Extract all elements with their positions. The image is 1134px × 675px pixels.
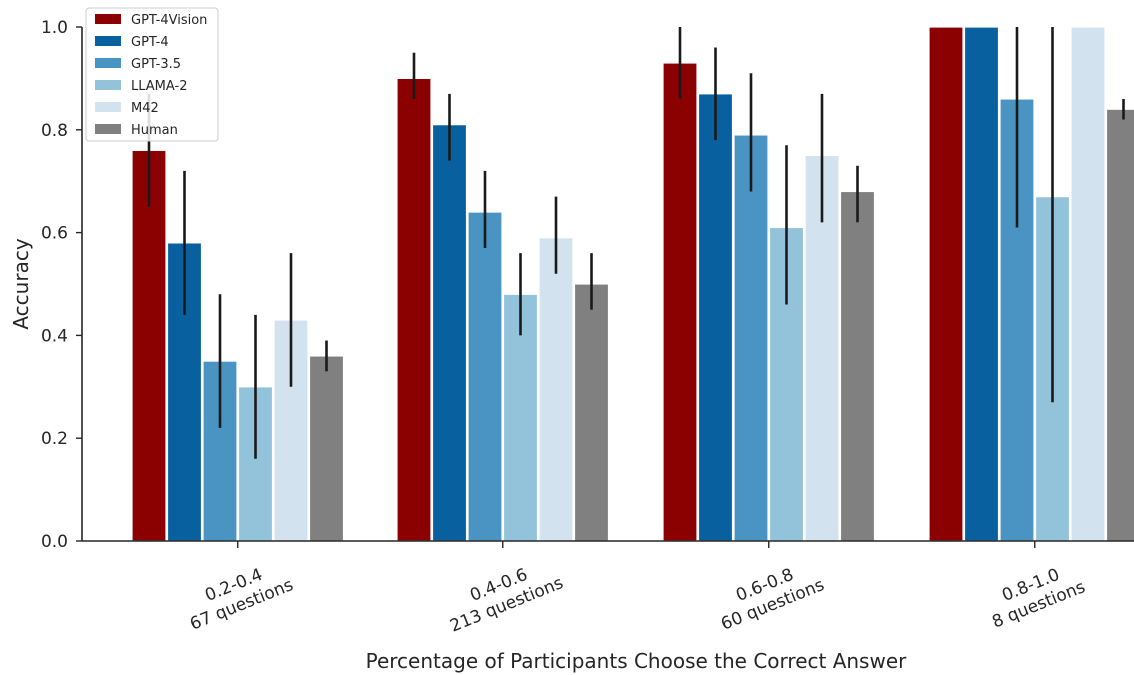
legend-swatch bbox=[95, 124, 121, 134]
x-tick-label-1: 0.2-0.467 questions bbox=[179, 556, 296, 635]
bar-gpt-3-5-3 bbox=[733, 134, 769, 542]
bar-human-4 bbox=[1105, 108, 1134, 542]
legend-swatch bbox=[95, 80, 121, 90]
legend-label: GPT-3.5 bbox=[131, 57, 181, 72]
legend-swatch bbox=[95, 102, 121, 112]
y-tick-label: 1.0 bbox=[41, 18, 68, 38]
legend-label: GPT-4 bbox=[131, 35, 169, 50]
x-tick-label-3: 0.6-0.860 questions bbox=[710, 556, 827, 635]
y-ticks: 0.0 0.2 0.4 0.6 0.8 1.0 bbox=[41, 18, 82, 552]
bar-gpt-4vision-1 bbox=[131, 149, 167, 542]
error-bars-layer bbox=[147, 27, 1125, 459]
legend-label: LLAMA-2 bbox=[131, 79, 187, 94]
axes-layer bbox=[81, 27, 1134, 542]
x-ticks: 0.2-0.467 questions 0.4-0.6213 questions 0… bbox=[179, 541, 1088, 637]
y-tick-label: 0.0 bbox=[41, 532, 68, 552]
y-tick-label: 0.8 bbox=[41, 121, 68, 141]
bars-layer bbox=[131, 26, 1134, 542]
legend-label: M42 bbox=[131, 101, 159, 116]
bar-gpt-4vision-4 bbox=[928, 26, 964, 542]
bar-human-2 bbox=[573, 283, 610, 542]
bar-m42-2 bbox=[538, 237, 574, 542]
y-tick-label: 0.2 bbox=[41, 429, 68, 449]
bar-human-3 bbox=[839, 190, 876, 542]
bar-llama-2-1 bbox=[237, 386, 274, 542]
legend: GPT-4Vision GPT-4 GPT-3.5 LLAMA-2 M42 Human bbox=[85, 7, 219, 142]
legend-label: GPT-4Vision bbox=[131, 13, 207, 28]
bar-gpt-4-3 bbox=[697, 93, 734, 542]
x-axis-label: Percentage of Participants Choose the Co… bbox=[366, 649, 908, 673]
bar-m42-4 bbox=[1070, 26, 1106, 542]
legend-swatch bbox=[95, 14, 121, 24]
y-tick-label: 0.4 bbox=[41, 326, 68, 346]
legend-label: Human bbox=[131, 123, 178, 138]
y-axis-label: Accuracy bbox=[9, 238, 33, 329]
legend-swatch bbox=[95, 36, 121, 46]
bar-gpt-4-2 bbox=[431, 124, 468, 542]
x-tick-label-4: 0.8-1.08 questions bbox=[981, 558, 1088, 633]
bar-gpt-4vision-3 bbox=[662, 62, 698, 542]
bar-gpt-4-4 bbox=[963, 26, 1000, 542]
bar-human-1 bbox=[308, 355, 345, 542]
y-tick-label: 0.6 bbox=[41, 224, 68, 244]
legend-swatch bbox=[95, 58, 121, 68]
bar-gpt-3-5-2 bbox=[467, 211, 503, 542]
x-tick-label-2: 0.4-0.6213 questions bbox=[439, 554, 566, 637]
bar-gpt-4vision-2 bbox=[396, 77, 432, 542]
